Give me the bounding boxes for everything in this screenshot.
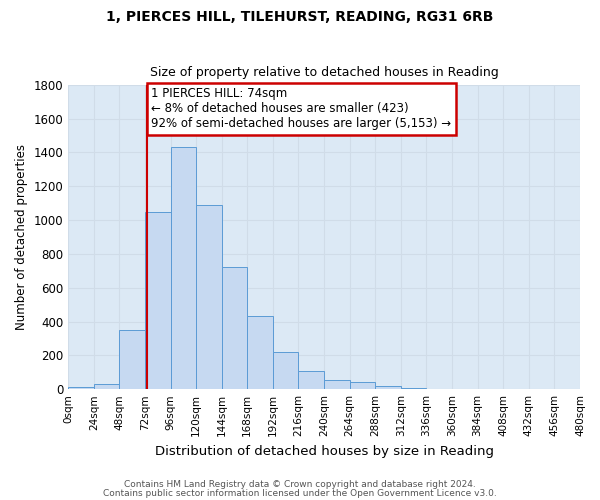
Bar [170,148,196,389]
Text: Contains HM Land Registry data © Crown copyright and database right 2024.: Contains HM Land Registry data © Crown c… [124,480,476,489]
Text: Contains public sector information licensed under the Open Government Licence v3: Contains public sector information licen… [103,489,497,498]
Y-axis label: Number of detached properties: Number of detached properties [15,144,28,330]
Bar [324,380,350,389]
Bar [145,212,170,389]
Bar [68,386,94,389]
X-axis label: Distribution of detached houses by size in Reading: Distribution of detached houses by size … [155,444,494,458]
Bar [273,352,298,389]
Text: 1, PIERCES HILL, TILEHURST, READING, RG31 6RB: 1, PIERCES HILL, TILEHURST, READING, RG3… [106,10,494,24]
Bar [222,268,247,389]
Bar [350,382,375,389]
Title: Size of property relative to detached houses in Reading: Size of property relative to detached ho… [150,66,499,80]
Bar [196,205,222,389]
Text: 1 PIERCES HILL: 74sqm
← 8% of detached houses are smaller (423)
92% of semi-deta: 1 PIERCES HILL: 74sqm ← 8% of detached h… [151,88,451,130]
Bar [375,386,401,389]
Bar [94,384,119,389]
Bar [247,316,273,389]
Bar [298,372,324,389]
Bar [119,330,145,389]
Bar [401,388,427,389]
